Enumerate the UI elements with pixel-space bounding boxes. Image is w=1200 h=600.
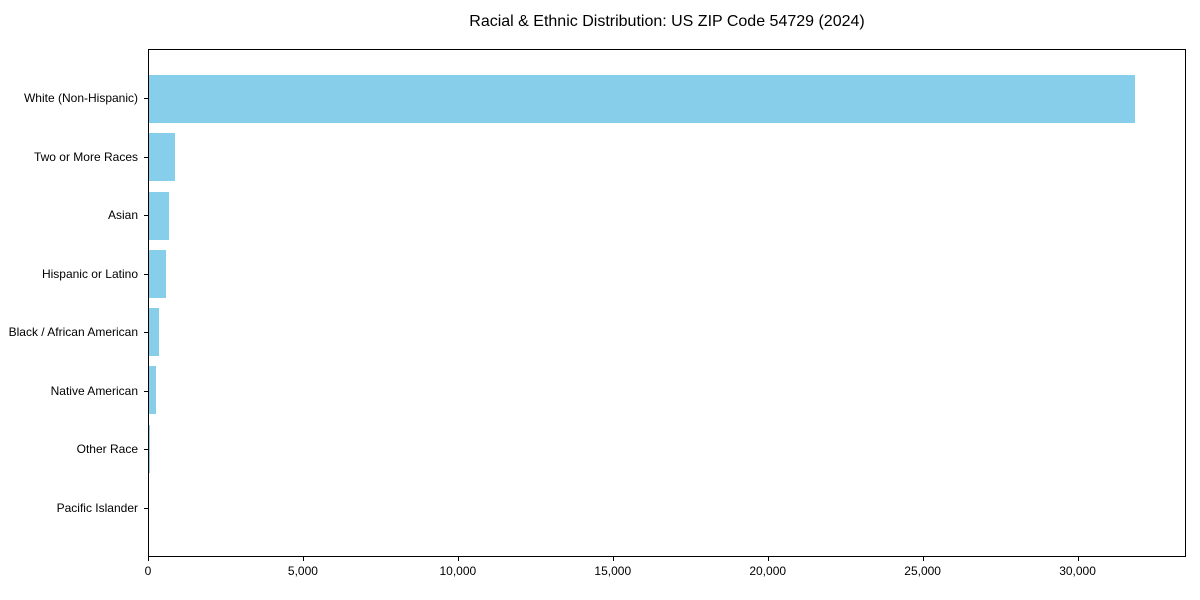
bar bbox=[149, 424, 150, 473]
y-label-row: Hispanic or Latino bbox=[0, 245, 148, 304]
x-tick-mark bbox=[302, 557, 304, 561]
y-label-row: White (Non-Hispanic) bbox=[0, 69, 148, 128]
x-tick-mark bbox=[922, 557, 924, 561]
x-tick-mark bbox=[612, 557, 614, 561]
bars bbox=[149, 50, 1185, 556]
y-tick-mark bbox=[144, 98, 148, 100]
bar-row bbox=[149, 187, 1185, 245]
x-tick-label: 30,000 bbox=[1059, 564, 1096, 578]
y-label-row: Native American bbox=[0, 362, 148, 421]
y-tick-mark bbox=[144, 390, 148, 392]
x-tick-label: 25,000 bbox=[904, 564, 941, 578]
x-axis: 0 5,000 10,000 15,000 20,000 25,000 30,000 bbox=[144, 557, 1186, 593]
category-label: Black / African American bbox=[8, 325, 138, 340]
category-label: Two or More Races bbox=[33, 149, 138, 164]
bar-row bbox=[149, 128, 1185, 186]
x-tick-label: 20,000 bbox=[749, 564, 787, 578]
y-tick-mark bbox=[144, 507, 148, 509]
bar bbox=[149, 75, 1135, 124]
x-tick-mark bbox=[148, 557, 149, 561]
bar-row bbox=[149, 361, 1185, 419]
category-label: Pacific Islander bbox=[56, 500, 138, 515]
category-label: White (Non-Hispanic) bbox=[23, 91, 138, 106]
category-label: Asian bbox=[107, 208, 138, 223]
bar bbox=[149, 191, 170, 240]
y-label-row: Other Race bbox=[0, 420, 148, 479]
bar-row bbox=[149, 478, 1185, 536]
y-label-row: Two or More Races bbox=[0, 128, 148, 187]
bar bbox=[149, 366, 156, 415]
y-tick-mark bbox=[144, 215, 148, 217]
y-tick-mark bbox=[144, 332, 148, 334]
x-tick-label: 15,000 bbox=[594, 564, 632, 578]
category-label: Other Race bbox=[76, 442, 138, 457]
category-label: Hispanic or Latino bbox=[41, 266, 138, 281]
x-tick-mark bbox=[1077, 557, 1079, 561]
y-tick-mark bbox=[144, 273, 148, 275]
x-tick-mark bbox=[457, 557, 459, 561]
bar-row bbox=[149, 303, 1185, 361]
x-tick-label: 10,000 bbox=[439, 564, 477, 578]
chart-title: Racial & Ethnic Distribution: US ZIP Cod… bbox=[469, 13, 865, 30]
y-label-row: Black / African American bbox=[0, 303, 148, 362]
y-label-row: Asian bbox=[0, 186, 148, 245]
bar-row bbox=[149, 70, 1185, 128]
x-tick-label: 0 bbox=[144, 564, 152, 578]
bar bbox=[149, 308, 160, 357]
x-tick-mark bbox=[767, 557, 769, 561]
bar bbox=[149, 133, 175, 182]
plot-area bbox=[148, 49, 1186, 557]
x-tick-label: 5,000 bbox=[287, 564, 318, 578]
category-label: Native American bbox=[50, 383, 138, 398]
y-axis-labels: White (Non-Hispanic) Two or More Races Asi… bbox=[0, 49, 148, 557]
bar-row bbox=[149, 420, 1185, 478]
y-label-row: Pacific Islander bbox=[0, 479, 148, 538]
bar bbox=[149, 249, 166, 298]
y-tick-mark bbox=[144, 156, 148, 158]
bar-row bbox=[149, 245, 1185, 303]
y-tick-mark bbox=[144, 449, 148, 451]
